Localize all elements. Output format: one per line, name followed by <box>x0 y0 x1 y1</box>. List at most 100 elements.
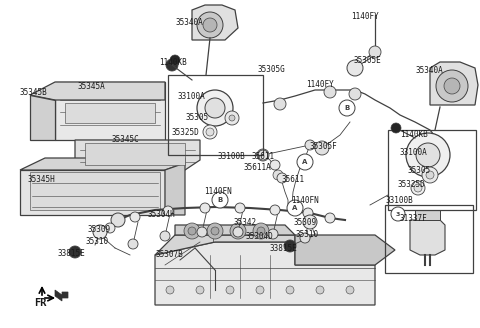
Circle shape <box>226 286 234 294</box>
Text: B: B <box>217 197 223 203</box>
Bar <box>30 172 160 210</box>
Text: 33815E: 33815E <box>270 244 298 253</box>
Circle shape <box>325 213 335 223</box>
Circle shape <box>128 239 138 249</box>
Polygon shape <box>410 220 445 255</box>
Circle shape <box>233 227 243 237</box>
Circle shape <box>316 286 324 294</box>
Circle shape <box>286 286 294 294</box>
Circle shape <box>303 208 313 218</box>
Text: 1140FY: 1140FY <box>306 80 334 89</box>
Polygon shape <box>175 225 295 235</box>
Text: 33100A: 33100A <box>178 92 206 101</box>
Circle shape <box>166 59 178 71</box>
Circle shape <box>270 160 280 170</box>
Polygon shape <box>55 290 68 301</box>
Circle shape <box>257 149 269 161</box>
Polygon shape <box>155 235 295 255</box>
Circle shape <box>111 213 125 227</box>
Circle shape <box>163 206 173 216</box>
Text: 1140KB: 1140KB <box>159 58 187 67</box>
Circle shape <box>207 223 223 239</box>
Circle shape <box>391 207 405 221</box>
Text: 35307B: 35307B <box>155 250 183 259</box>
Circle shape <box>436 70 468 102</box>
Circle shape <box>229 115 235 121</box>
Circle shape <box>188 227 196 235</box>
Circle shape <box>230 223 246 239</box>
Text: 35305G: 35305G <box>258 65 286 74</box>
Circle shape <box>315 141 329 155</box>
Circle shape <box>257 227 265 235</box>
Polygon shape <box>20 170 165 215</box>
Circle shape <box>211 227 219 235</box>
Polygon shape <box>415 210 440 220</box>
Circle shape <box>303 215 317 229</box>
Bar <box>385 205 473 273</box>
Polygon shape <box>165 163 185 215</box>
Circle shape <box>197 90 233 126</box>
Circle shape <box>197 12 223 38</box>
Text: 35310: 35310 <box>296 230 319 239</box>
Text: 35325D: 35325D <box>398 180 426 189</box>
Text: 35345B: 35345B <box>20 88 48 97</box>
Circle shape <box>369 46 381 58</box>
Circle shape <box>416 143 440 167</box>
Text: A: A <box>302 159 308 165</box>
Polygon shape <box>295 235 395 265</box>
Circle shape <box>305 140 315 150</box>
Polygon shape <box>55 82 165 140</box>
Circle shape <box>234 227 242 235</box>
Text: 35345A: 35345A <box>78 82 106 91</box>
Text: 35345H: 35345H <box>28 175 56 184</box>
Text: 35305E: 35305E <box>354 56 382 65</box>
Text: 35611: 35611 <box>282 175 305 184</box>
Text: 35340A: 35340A <box>415 66 443 75</box>
Text: 3: 3 <box>396 212 400 216</box>
Circle shape <box>270 205 280 215</box>
Circle shape <box>170 55 180 65</box>
Text: 1140FN: 1140FN <box>204 187 232 196</box>
Text: B: B <box>344 105 349 111</box>
Circle shape <box>206 128 214 136</box>
Circle shape <box>212 192 228 208</box>
Polygon shape <box>155 242 375 305</box>
Circle shape <box>130 212 140 222</box>
Text: 35305: 35305 <box>185 113 208 122</box>
Circle shape <box>300 233 310 243</box>
Circle shape <box>205 98 225 118</box>
Circle shape <box>284 240 296 252</box>
Circle shape <box>253 223 269 239</box>
Polygon shape <box>20 158 185 170</box>
Circle shape <box>160 231 170 241</box>
Text: 35340A: 35340A <box>175 18 203 27</box>
Text: 35345C: 35345C <box>112 135 140 144</box>
Circle shape <box>422 167 438 183</box>
Circle shape <box>225 111 239 125</box>
Text: 35304D: 35304D <box>245 232 273 241</box>
Circle shape <box>347 60 363 76</box>
Circle shape <box>166 286 174 294</box>
Text: 1140FN: 1140FN <box>291 196 319 205</box>
Circle shape <box>273 170 283 180</box>
Text: 35309: 35309 <box>88 225 111 234</box>
Circle shape <box>196 286 204 294</box>
Text: 35342: 35342 <box>233 218 256 227</box>
Bar <box>85 143 185 165</box>
Circle shape <box>203 18 217 32</box>
Circle shape <box>197 227 207 237</box>
Bar <box>65 103 155 123</box>
Circle shape <box>426 171 434 179</box>
Circle shape <box>339 100 355 116</box>
Text: 35309: 35309 <box>294 218 317 227</box>
Circle shape <box>411 181 425 195</box>
Text: 33815E: 33815E <box>57 249 85 258</box>
Circle shape <box>297 154 313 170</box>
Circle shape <box>414 184 422 192</box>
Text: 35611: 35611 <box>252 152 275 161</box>
Text: 35304H: 35304H <box>148 210 176 219</box>
Polygon shape <box>30 95 55 140</box>
Circle shape <box>256 286 264 294</box>
Text: 35611A: 35611A <box>244 163 272 172</box>
Bar <box>388 130 476 210</box>
